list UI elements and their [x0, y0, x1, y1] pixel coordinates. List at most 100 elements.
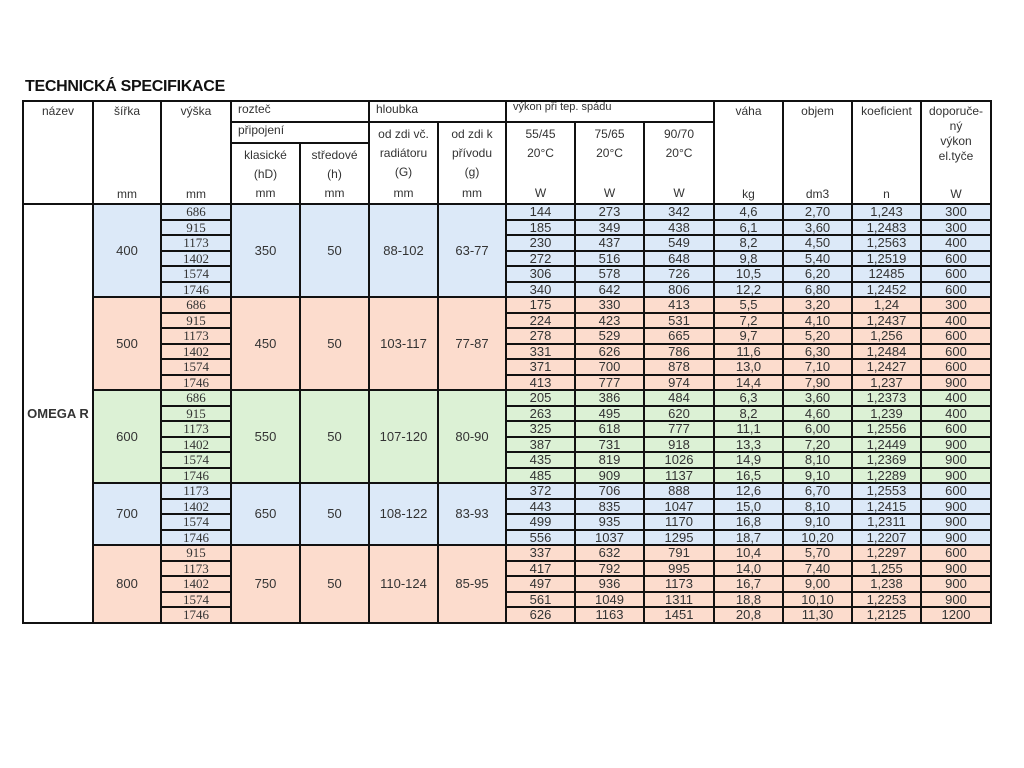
cell-objem: 11,30 — [782, 606, 854, 624]
cell-objem: 2,70 — [782, 203, 854, 221]
cell-objem: 7,10 — [782, 358, 854, 376]
cell-koeficient: 12485 — [851, 265, 923, 283]
cell-vaha: 18,7 — [713, 528, 785, 546]
cell-vyska: 915 — [160, 311, 232, 329]
cell-vaha: 11,1 — [713, 420, 785, 438]
cell-t1: 561 — [505, 590, 577, 608]
cell-objem: 3,20 — [782, 296, 854, 314]
cell-t1: 372 — [505, 482, 577, 500]
cell-doporuceny: 600 — [920, 342, 993, 360]
cell-t2: 706 — [574, 482, 646, 500]
cell-t1: 435 — [505, 451, 577, 469]
cell-objem: 10,10 — [782, 590, 854, 608]
cell-t3: 786 — [643, 342, 716, 360]
cell-t1: 325 — [505, 420, 577, 438]
header-vykon: výkon při tep. spádu — [505, 100, 716, 123]
cell-koeficient: 1,2556 — [851, 420, 923, 438]
cell-koeficient: 1,2483 — [851, 218, 923, 236]
cell-doporuceny: 1200 — [920, 606, 993, 624]
cell-t1: 417 — [505, 559, 577, 577]
cell-t1: 497 — [505, 575, 577, 593]
cell-vyska: 1746 — [160, 528, 232, 546]
cell-t3: 974 — [643, 373, 716, 391]
cell-vyska: 1574 — [160, 590, 232, 608]
cell-objem: 7,20 — [782, 435, 854, 453]
cell-doporuceny: 600 — [920, 249, 993, 267]
cell-vyska: 915 — [160, 404, 232, 422]
cell-objem: 8,10 — [782, 497, 854, 515]
table-row: 1173 325 618 777 11,1 6,00 1,2556 600 — [23, 420, 993, 438]
cell-koeficient: 1,2484 — [851, 342, 923, 360]
header-koeficient: koeficient n — [851, 100, 923, 205]
cell-doporuceny: 300 — [920, 296, 993, 314]
cell-vyska: 1173 — [160, 420, 232, 438]
cell-vaha: 9,7 — [713, 327, 785, 345]
cell-t1: 331 — [505, 342, 577, 360]
cell-t3: 1451 — [643, 606, 716, 624]
cell-t3: 995 — [643, 559, 716, 577]
cell-od-zdi-k: 80-90 — [436, 389, 508, 484]
cell-koeficient: 1,2253 — [851, 590, 923, 608]
cell-t1: 485 — [505, 466, 577, 484]
cell-t2: 642 — [574, 280, 646, 298]
cell-objem: 6,80 — [782, 280, 854, 298]
cell-objem: 10,20 — [782, 528, 854, 546]
header-od-zdi-k: od zdi k přívodu (g) mm — [436, 121, 508, 205]
cell-doporuceny: 900 — [920, 513, 993, 531]
cell-koeficient: 1,237 — [851, 373, 923, 391]
cell-vyska: 1402 — [160, 249, 232, 267]
cell-t1: 371 — [505, 358, 577, 376]
cell-koeficient: 1,2563 — [851, 234, 923, 252]
cell-t1: 185 — [505, 218, 577, 236]
cell-doporuceny: 900 — [920, 497, 993, 515]
cell-od-zdi-k: 63-77 — [436, 203, 508, 298]
cell-t3: 1311 — [643, 590, 716, 608]
cell-t1: 387 — [505, 435, 577, 453]
cell-t2: 386 — [574, 389, 646, 407]
cell-t1: 272 — [505, 249, 577, 267]
cell-doporuceny: 600 — [920, 265, 993, 283]
specification-table: název šířka mm výška mm rozteč hloubka výk… — [22, 100, 993, 624]
cell-t1: 205 — [505, 389, 577, 407]
cell-t2: 626 — [574, 342, 646, 360]
cell-koeficient: 1,256 — [851, 327, 923, 345]
cell-objem: 8,10 — [782, 451, 854, 469]
table-row: 1746 413 777 974 14,4 7,90 1,237 900 — [23, 373, 993, 391]
table-row: 1746 485 909 1137 16,5 9,10 1,2289 900 — [23, 466, 993, 484]
cell-doporuceny: 300 — [920, 218, 993, 236]
cell-vaha: 11,6 — [713, 342, 785, 360]
cell-objem: 9,10 — [782, 466, 854, 484]
cell-od-zdi-k: 77-87 — [436, 296, 508, 391]
cell-vyska: 1402 — [160, 342, 232, 360]
cell-klasicke: 750 — [230, 544, 301, 624]
cell-od-zdi-vc: 108-122 — [368, 482, 439, 546]
cell-doporuceny: 900 — [920, 435, 993, 453]
cell-koeficient: 1,2415 — [851, 497, 923, 515]
header-objem: objem dm3 — [782, 100, 854, 205]
cell-objem: 3,60 — [782, 218, 854, 236]
cell-vaha: 16,8 — [713, 513, 785, 531]
cell-koeficient: 1,2207 — [851, 528, 923, 546]
cell-t2: 935 — [574, 513, 646, 531]
cell-t1: 230 — [505, 234, 577, 252]
header-nazev: název — [22, 100, 94, 205]
cell-t2: 330 — [574, 296, 646, 314]
cell-t3: 1170 — [643, 513, 716, 531]
cell-koeficient: 1,2369 — [851, 451, 923, 469]
cell-t1: 263 — [505, 404, 577, 422]
cell-vyska: 1574 — [160, 358, 232, 376]
cell-od-zdi-vc: 110-124 — [368, 544, 439, 624]
table-row: 915 263 495 620 8,2 4,60 1,239 400 — [23, 404, 993, 422]
cell-koeficient: 1,243 — [851, 203, 923, 221]
cell-doporuceny: 400 — [920, 234, 993, 252]
cell-t2: 516 — [574, 249, 646, 267]
cell-sirka: 600 — [92, 389, 162, 484]
cell-t2: 731 — [574, 435, 646, 453]
cell-koeficient: 1,239 — [851, 404, 923, 422]
cell-klasicke: 450 — [230, 296, 301, 391]
cell-t3: 1173 — [643, 575, 716, 593]
cell-doporuceny: 900 — [920, 575, 993, 593]
cell-vyska: 686 — [160, 296, 232, 314]
cell-vyska: 1746 — [160, 280, 232, 298]
cell-t3: 620 — [643, 404, 716, 422]
